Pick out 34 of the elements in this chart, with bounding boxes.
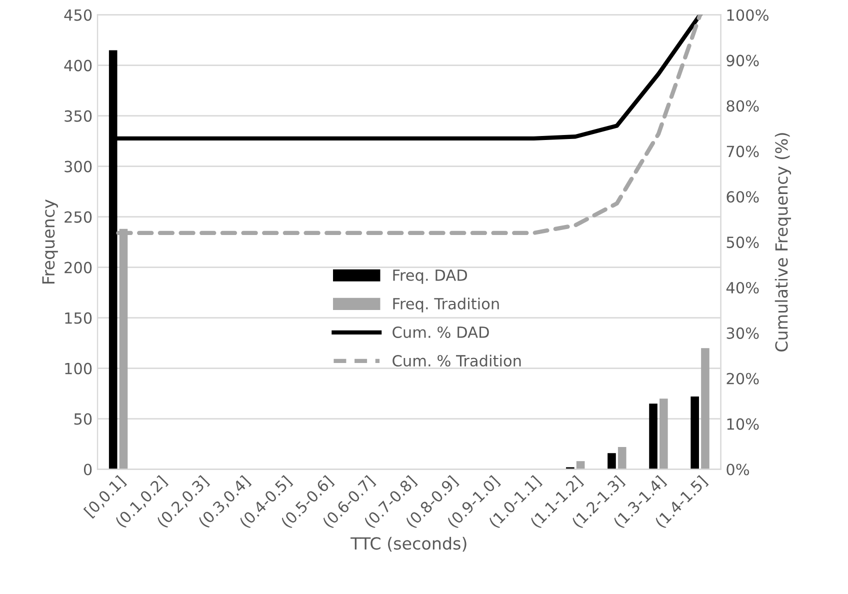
y-tick-label: 450	[64, 9, 92, 21]
x-axis-title: TTC (seconds)	[350, 536, 466, 552]
bar	[660, 398, 668, 470]
bar	[649, 404, 658, 470]
legend-label: Freq. Tradition	[393, 298, 499, 312]
bar	[690, 396, 699, 470]
y-tick-label: 200	[64, 262, 92, 274]
y-tick-label: 250	[64, 211, 92, 223]
y-tick-label: 300	[64, 160, 92, 172]
y-tick-label: 400	[64, 60, 92, 72]
bar	[701, 348, 710, 470]
y2-tick-label: 50%	[726, 236, 759, 248]
y-tick-label: 100	[65, 362, 92, 374]
y-tick-label: 150	[65, 312, 92, 324]
y2-tick-label: 100%	[727, 9, 768, 21]
legend-label: Cum. % DAD	[392, 326, 489, 338]
y2-tick-label: 10%	[727, 418, 759, 430]
y2-axis-title: Cumulative Frequency (%)	[774, 133, 792, 352]
legend-label: Cum. % Tradition	[392, 354, 521, 367]
y2-tick-label: 60%	[726, 191, 759, 203]
y2-tick-label: 90%	[726, 54, 759, 66]
y-tick-label: 0	[84, 464, 92, 476]
y2-tick-label: 30%	[726, 327, 759, 339]
y2-tick-label: 0%	[726, 464, 750, 476]
y2-tick-label: 80%	[726, 100, 759, 112]
bar	[618, 447, 626, 470]
y-axis-title: Frequency	[42, 200, 58, 284]
bar	[608, 453, 616, 470]
y2-tick-label: 20%	[726, 372, 759, 384]
y2-tick-label: 40%	[726, 282, 759, 294]
legend-label: Freq. DAD	[393, 270, 467, 284]
y-tick-label: 50	[74, 413, 92, 425]
y-tick-label: 350	[64, 110, 92, 122]
y2-tick-label: 70%	[726, 146, 759, 158]
